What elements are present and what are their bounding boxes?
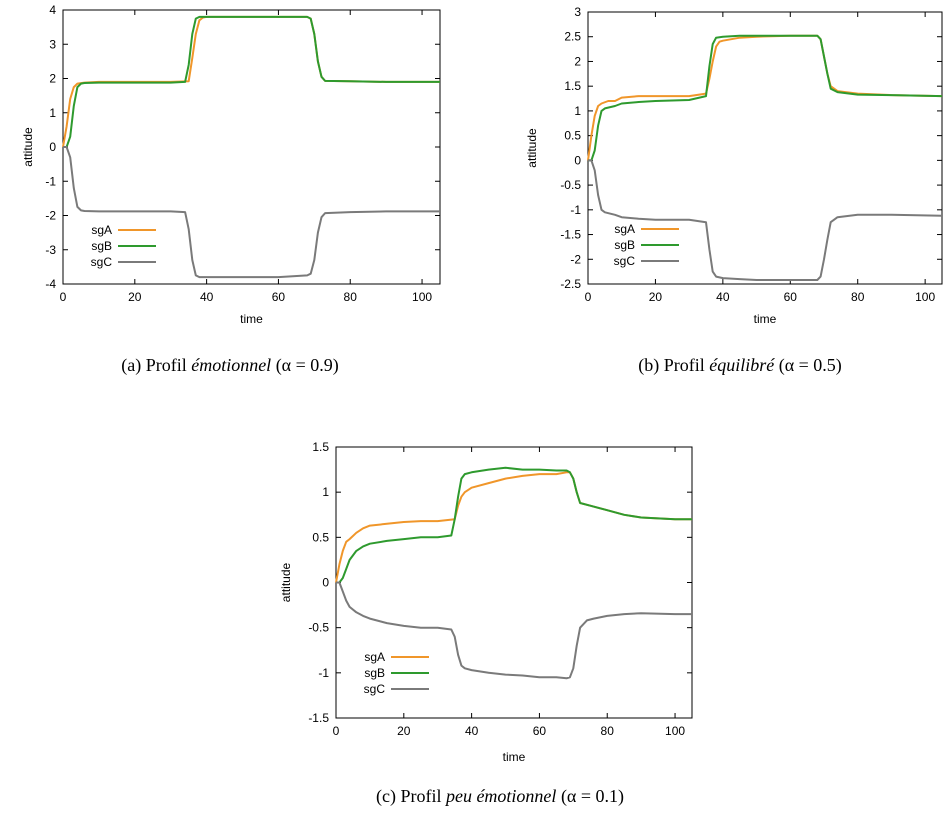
y-tick-label: 1	[322, 485, 329, 499]
y-tick-label: -0.5	[560, 178, 581, 192]
legend-label-sgB: sgB	[91, 239, 112, 253]
x-tick-label: 80	[601, 724, 615, 738]
caption-a-emph: émotionnel	[191, 355, 272, 375]
legend-label-sgA: sgA	[614, 222, 635, 236]
x-axis-label: time	[240, 312, 263, 326]
series-line-sgC	[336, 581, 692, 680]
series-line-sgC	[63, 146, 440, 279]
x-tick-label: 20	[649, 290, 663, 304]
y-tick-label: -0.5	[308, 621, 329, 635]
series-line-sgB	[588, 34, 943, 162]
y-tick-label: -2	[45, 209, 56, 223]
y-tick-label: -4	[45, 277, 56, 291]
x-tick-label: 40	[465, 724, 479, 738]
plot-frame	[335, 446, 693, 719]
y-tick-label: -1	[45, 174, 56, 188]
series-line-sgC	[588, 159, 943, 281]
y-tick-label: 0.5	[564, 129, 581, 143]
x-tick-label: 40	[200, 290, 214, 304]
legend-label-sgC: sgC	[364, 682, 386, 696]
caption-b-prefix: (b) Profil	[638, 355, 710, 375]
chart-panel-b: 0 20 40 60 80 100 -2.5 -2 -1.5 -1 -0.5 0 0.5 1 1.5 2 2.5…	[510, 0, 945, 330]
y-tick-label: 0	[322, 576, 329, 590]
series-line-sgA	[587, 34, 943, 161]
y-axis-label: attitude	[21, 127, 35, 167]
y-tick-label: 2	[49, 72, 56, 86]
chart-b: 0 20 40 60 80 100 -2.5 -2 -1.5 -1 -0.5 0 0.5 1 1.5 2 2.5…	[525, 5, 943, 326]
y-tick-label: -1.5	[560, 228, 581, 242]
y-tick-label: 1	[49, 106, 56, 120]
y-tick-label: 3	[574, 5, 581, 19]
caption-b-emph: équilibré	[709, 355, 775, 375]
caption-a-prefix: (a) Profil	[121, 355, 192, 375]
chart-panel-a: 0 20 40 60 80 100 -4 -3 -2 -1 0 1 2 3 4 time attitude sgA…	[0, 0, 460, 330]
x-tick-label: 100	[665, 724, 685, 738]
x-tick-label: 100	[412, 290, 432, 304]
y-tick-label: -3	[45, 243, 56, 257]
chart-a: 0 20 40 60 80 100 -4 -3 -2 -1 0 1 2 3 4 time attitude sgA…	[21, 3, 441, 326]
series-line-sgA	[335, 471, 692, 583]
x-axis-label: time	[754, 312, 777, 326]
x-tick-label: 20	[397, 724, 411, 738]
y-tick-label: -1.5	[308, 711, 329, 725]
y-tick-label: 0	[574, 153, 581, 167]
series-line-sgB	[63, 15, 440, 148]
x-tick-label: 0	[60, 290, 67, 304]
x-tick-label: 0	[585, 290, 592, 304]
legend-label-sgC: sgC	[91, 255, 113, 269]
x-tick-label: 100	[915, 290, 935, 304]
y-tick-label: 4	[49, 3, 56, 17]
series-line-sgB	[336, 466, 692, 584]
x-tick-label: 0	[333, 724, 340, 738]
caption-c-suffix: (α = 0.1)	[556, 786, 625, 806]
caption-c-prefix: (c) Profil	[375, 786, 446, 806]
legend-label-sgC: sgC	[614, 254, 636, 268]
y-tick-label: -1	[570, 203, 581, 217]
chart-panel-c: 0 20 40 60 80 100 -1.5 -1 -0.5 0 0.5 1 1.5 time attitu…	[270, 435, 710, 780]
y-tick-label: -2	[570, 252, 581, 266]
y-tick-label: -1	[318, 666, 329, 680]
caption-c-emph: peu émotionnel	[445, 786, 557, 806]
x-tick-label: 20	[128, 290, 142, 304]
y-tick-label: 1.5	[312, 440, 329, 454]
plot-frame	[62, 9, 441, 285]
y-axis-label: attitude	[525, 128, 539, 168]
x-axis-label: time	[503, 750, 526, 764]
caption-c: (c) Profil peu émotionnel (α = 0.1)	[300, 786, 700, 807]
y-tick-label: 0	[49, 140, 56, 154]
x-tick-label: 40	[716, 290, 730, 304]
caption-a: (a) Profil émotionnel (α = 0.9)	[40, 355, 420, 376]
caption-b: (b) Profil équilibré (α = 0.5)	[560, 355, 920, 376]
chart-c: 0 20 40 60 80 100 -1.5 -1 -0.5 0 0.5 1 1.5 time attitu…	[279, 440, 693, 764]
x-tick-label: 80	[344, 290, 358, 304]
caption-b-suffix: (α = 0.5)	[774, 355, 842, 375]
y-tick-label: 2.5	[564, 30, 581, 44]
y-tick-label: 2	[574, 54, 581, 68]
plot-frame	[587, 11, 943, 285]
y-tick-label: 1	[574, 104, 581, 118]
x-tick-label: 60	[272, 290, 286, 304]
y-tick-label: 1.5	[564, 79, 581, 93]
y-axis-label: attitude	[279, 562, 293, 602]
legend-label-sgB: sgB	[364, 666, 385, 680]
legend-label-sgA: sgA	[91, 223, 112, 237]
x-tick-label: 60	[533, 724, 547, 738]
x-tick-label: 60	[784, 290, 798, 304]
legend-label-sgA: sgA	[364, 650, 385, 664]
legend-label-sgB: sgB	[614, 238, 635, 252]
y-tick-label: -2.5	[560, 277, 581, 291]
y-tick-label: 3	[49, 37, 56, 51]
x-tick-label: 80	[851, 290, 865, 304]
caption-a-suffix: (α = 0.9)	[271, 355, 339, 375]
y-tick-label: 0.5	[312, 530, 329, 544]
